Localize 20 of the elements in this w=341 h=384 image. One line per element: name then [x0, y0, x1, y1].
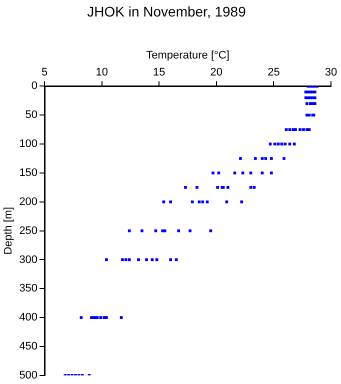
x-tick-label: 30	[324, 66, 338, 79]
y-tick-label: 400	[19, 312, 38, 324]
y-tick-label: 250	[19, 224, 38, 237]
x-axis-title: Temperature [°C]	[146, 49, 230, 62]
chart-title: JHOK in November, 1989	[87, 3, 246, 20]
y-tick-label: 150	[19, 166, 38, 179]
y-axis-title: Depth [m]	[2, 206, 15, 255]
x-tick-label: 10	[96, 66, 108, 79]
x-tick-label: 25	[268, 66, 280, 79]
y-tick-label: 450	[19, 340, 38, 353]
x-tick-label: 5	[41, 66, 48, 79]
y-tick-label: 500	[19, 369, 38, 382]
y-tick-label: 50	[25, 109, 38, 122]
y-tick-label: 300	[19, 254, 38, 266]
x-tick-label: 20	[210, 66, 223, 79]
y-tick-label: 0	[31, 80, 38, 92]
y-tick-label: 350	[19, 282, 38, 295]
y-tick-label: 200	[19, 196, 38, 208]
x-tick-label: 15	[153, 66, 166, 79]
y-tick-label: 100	[19, 138, 38, 150]
